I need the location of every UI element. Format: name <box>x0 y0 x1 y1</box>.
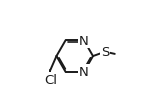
Text: Cl: Cl <box>44 73 57 86</box>
Text: N: N <box>79 34 89 47</box>
Text: N: N <box>79 66 89 79</box>
Text: S: S <box>101 46 109 59</box>
